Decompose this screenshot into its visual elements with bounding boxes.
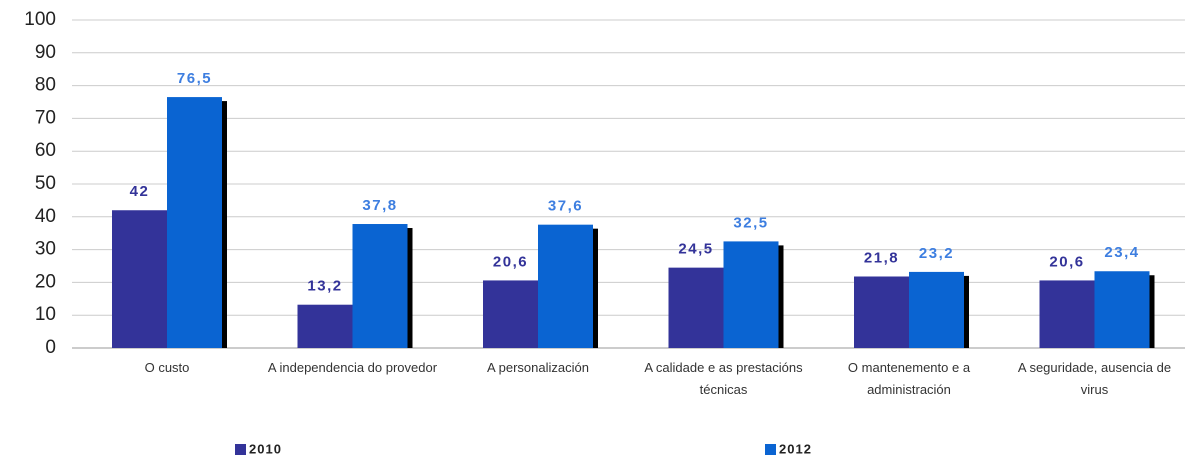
bar xyxy=(668,267,724,348)
bar xyxy=(297,304,353,348)
y-tick-label: 60 xyxy=(35,140,56,161)
y-tick-label: 30 xyxy=(35,239,56,260)
x-tick-label: O custo xyxy=(144,360,190,375)
y-tick-label: 20 xyxy=(35,271,56,292)
y-tick-label: 70 xyxy=(35,107,56,128)
x-tick-label: A personalización xyxy=(487,360,589,375)
legend-label: 2012 xyxy=(779,441,812,456)
bar xyxy=(112,210,167,348)
x-tick-label: O mantenemento e a administración xyxy=(847,360,971,397)
bar xyxy=(352,224,408,348)
value-label: 76,5 xyxy=(177,70,212,87)
value-label: 32,5 xyxy=(733,214,768,231)
value-label: 21,8 xyxy=(864,249,899,266)
bar xyxy=(909,271,964,348)
legend-label: 2010 xyxy=(249,441,282,456)
x-tick-label: A calidade e as prestacións técnicas xyxy=(644,360,803,397)
y-tick-label: 100 xyxy=(24,9,56,30)
bar xyxy=(538,224,593,348)
value-label: 23,4 xyxy=(1104,244,1139,261)
value-label: 20,6 xyxy=(1049,253,1084,270)
y-tick-label: 90 xyxy=(35,42,56,63)
y-tick-label: 0 xyxy=(45,337,56,358)
x-tick-label: A independencia do provedor xyxy=(267,360,438,375)
value-label: 37,6 xyxy=(548,198,583,215)
value-label: 13,2 xyxy=(307,278,342,295)
legend-swatch xyxy=(765,444,776,455)
bar xyxy=(723,241,779,348)
bar xyxy=(167,97,222,348)
bar xyxy=(854,276,909,348)
value-label: 42 xyxy=(130,183,150,200)
value-label: 23,2 xyxy=(919,245,954,262)
y-tick-label: 40 xyxy=(35,206,56,227)
legend-swatch xyxy=(235,444,246,455)
bar xyxy=(1039,280,1095,348)
value-label: 24,5 xyxy=(678,241,713,258)
x-tick-label: A seguridade, ausencia de virus xyxy=(1017,360,1172,397)
y-tick-label: 10 xyxy=(35,304,56,325)
bar xyxy=(1094,271,1150,348)
value-label: 37,8 xyxy=(362,197,397,214)
y-tick-label: 80 xyxy=(35,75,56,96)
y-tick-label: 50 xyxy=(35,173,56,194)
value-label: 20,6 xyxy=(493,253,528,270)
bar xyxy=(483,280,538,348)
